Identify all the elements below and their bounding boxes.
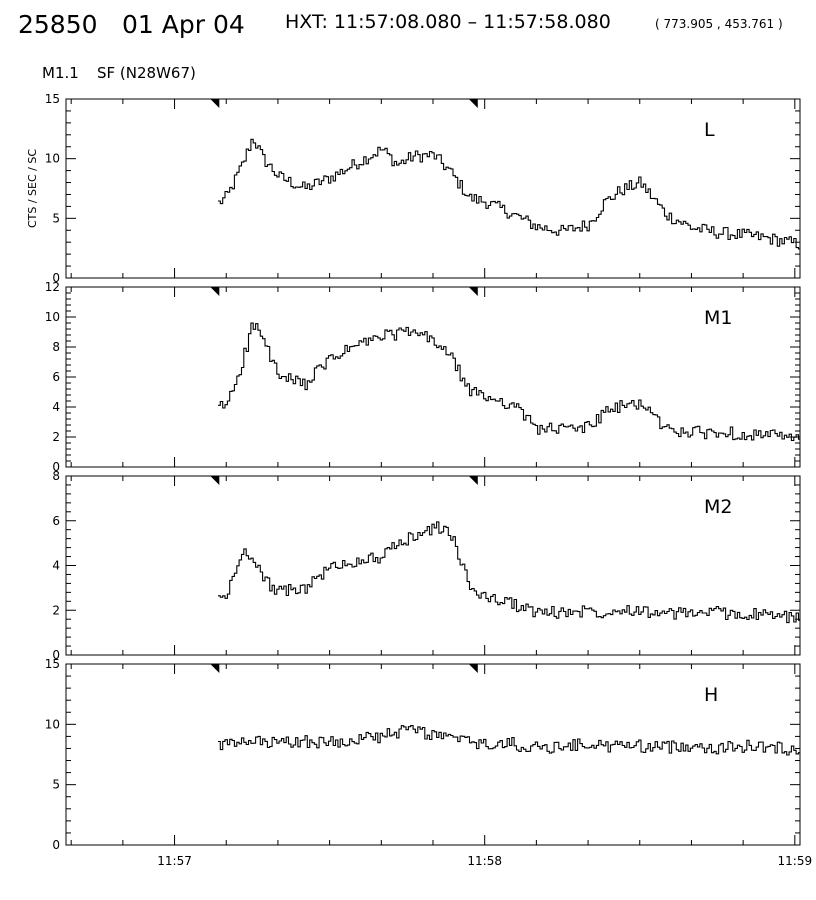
x-tick-label: 11:59 bbox=[778, 854, 813, 868]
x-tick-label: 11:58 bbox=[467, 854, 502, 868]
interval-marker bbox=[468, 664, 478, 673]
panel-frame bbox=[65, 98, 801, 279]
panel-m2: 0 2 4 6 8 M2 bbox=[52, 469, 801, 662]
panel-label: H bbox=[704, 684, 718, 706]
event-id: 25850 bbox=[18, 10, 98, 39]
y-tick-label: 0 bbox=[52, 271, 60, 285]
interval-marker bbox=[210, 287, 220, 296]
panel-frame bbox=[65, 663, 801, 846]
y-tick-label: 5 bbox=[52, 211, 60, 225]
y-tick-label: 0 bbox=[52, 460, 60, 474]
panel-l: 0 5 10 15 L CTS / SEC / SC bbox=[26, 92, 801, 285]
panel-label: M1 bbox=[704, 307, 732, 329]
y-tick-label: 10 bbox=[45, 310, 60, 324]
flare-position: ( 773.905 , 453.761 ) bbox=[655, 17, 783, 31]
y-tick-label: 6 bbox=[52, 370, 60, 384]
y-tick-label: 15 bbox=[45, 92, 60, 106]
y-tick-label: 15 bbox=[45, 657, 60, 671]
y-tick-label: 8 bbox=[52, 340, 60, 354]
panel-frame bbox=[65, 475, 801, 656]
goes-class: M1.1 bbox=[42, 64, 79, 82]
interval-marker bbox=[468, 287, 478, 296]
interval-marker bbox=[210, 664, 220, 673]
series-line bbox=[218, 521, 800, 624]
y-tick-label: 2 bbox=[52, 430, 60, 444]
x-tick-label: 11:57 bbox=[157, 854, 192, 868]
y-tick-label: 0 bbox=[52, 648, 60, 662]
series-line bbox=[218, 725, 800, 756]
interval-marker bbox=[210, 476, 220, 485]
series-line bbox=[218, 322, 800, 442]
y-tick-label: 5 bbox=[52, 778, 60, 792]
y-tick-label: 4 bbox=[52, 400, 60, 414]
series-line bbox=[218, 138, 800, 250]
flare-location: SF (N28W67) bbox=[97, 64, 196, 82]
y-tick-label: 8 bbox=[52, 469, 60, 483]
event-date: 01 Apr 04 bbox=[122, 10, 245, 39]
y-tick-label: 12 bbox=[45, 280, 60, 294]
interval-marker bbox=[210, 99, 220, 108]
panel-label: L bbox=[704, 119, 715, 141]
y-axis-label: CTS / SEC / SC bbox=[26, 149, 39, 228]
interval-marker bbox=[468, 476, 478, 485]
y-tick-label: 10 bbox=[45, 717, 60, 731]
panel-frame bbox=[65, 286, 801, 468]
y-tick-label: 2 bbox=[52, 603, 60, 617]
y-tick-label: 6 bbox=[52, 514, 60, 528]
y-tick-label: 10 bbox=[45, 152, 60, 166]
interval-marker bbox=[468, 99, 478, 108]
panel-h: 0 5 10 15 H bbox=[45, 657, 801, 852]
panel-m1: 0 2 4 6 8 10 12 M1 bbox=[45, 280, 801, 474]
y-tick-label: 0 bbox=[52, 838, 60, 852]
hxt-time-range: HXT: 11:57:08.080 – 11:57:58.080 bbox=[285, 11, 611, 33]
panel-label: M2 bbox=[704, 496, 732, 518]
y-tick-label: 4 bbox=[52, 559, 60, 573]
